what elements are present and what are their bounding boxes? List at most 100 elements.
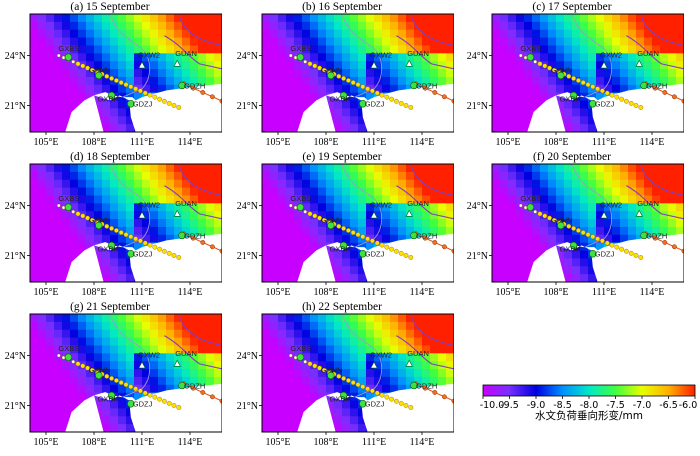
track-point [303,209,308,214]
lat-tick-label: 21°N [237,401,258,412]
track-point [518,203,523,208]
track-point [219,398,222,404]
track-point [638,105,644,110]
track-point [171,103,177,108]
track-point [374,90,380,96]
colorbar-title: 水文负荷垂向形变/mm [535,410,643,422]
station-marker [339,391,348,400]
track-point [585,232,591,238]
map: GXBS GXW2 GUAN GXNN GDZH GXBH GDZJ 105°E 108°E 11… [237,313,454,448]
station-label: GXNN [321,65,343,74]
track-point [118,80,124,85]
station-label: GDZJ [365,250,385,259]
track-point [451,398,454,404]
station-marker [138,361,146,369]
track-point [370,388,375,394]
track-point [619,96,625,102]
station-marker [557,221,565,230]
track-point [307,61,313,67]
station-marker [339,91,348,100]
track-point [662,239,668,245]
track-point [537,61,543,67]
station-label: GXW2 [370,51,392,60]
lon-tick-label: 111°E [130,287,154,298]
station-marker [138,61,146,69]
track-point [652,235,658,241]
track-point [403,103,409,108]
station-label: GUAN [407,199,429,208]
station-marker [296,203,305,211]
track-point [370,238,375,244]
track-point [90,67,95,73]
track-point [432,239,438,245]
track-point [623,248,629,254]
track-point [61,55,66,60]
station-label: GXNN [551,65,573,74]
station-marker [327,221,335,230]
colorbar: -10.0 -9.5 -9.0 -8.5 -8.0 -7.5 -7.0 -6.5 -6.0 水文… [480,383,698,443]
station-marker [405,359,413,367]
lat-tick-label: 24°N [5,51,26,62]
track-point [128,234,134,240]
track-point [652,85,658,91]
lon-tick-label: 114°E [178,287,203,298]
track-point [293,205,298,210]
track-point [600,88,605,94]
lon-tick-label: 105°E [265,287,290,298]
track-point [389,96,395,102]
station-marker [327,71,335,80]
track-point [157,396,163,402]
station-marker [64,353,73,361]
track-point [595,86,601,92]
station-label: GXNN [321,365,343,374]
track-point [104,373,110,379]
map-panel: (e) 19 September GXBS GXW2 GUAN GXNN GDZH GXBH… [232,150,454,300]
station-marker [410,381,418,390]
track-point [288,353,293,358]
track-point [142,90,148,96]
track-point [71,359,76,364]
map: GXBS GXW2 GUAN GXNN GDZH GXBH GDZJ 105°E 108°E 11… [5,163,222,298]
track-point [681,248,684,254]
track-point [219,248,222,254]
track-point [293,355,298,360]
track-point [114,78,119,83]
track-point [662,89,668,95]
station-marker [64,203,73,211]
station-marker [370,61,378,69]
track-point [671,94,677,100]
station-marker [569,241,578,250]
track-point [322,367,327,373]
track-point [142,240,148,246]
track-point [176,255,182,260]
track-point [209,94,215,100]
lon-tick-label: 111°E [592,137,616,148]
station-label: GXBH [330,394,351,403]
track-point [142,390,148,396]
track-point [138,238,143,244]
station-marker [359,400,367,408]
station-label: GXBH [330,244,351,253]
station-marker [405,59,413,67]
track-point [166,250,172,256]
panel-title: (d) 18 September [70,151,150,163]
sea [556,233,684,282]
lat-tick-label: 24°N [237,201,258,212]
track-point [109,376,115,381]
panel-title: (g) 21 September [70,301,150,313]
track-point [441,244,447,250]
track-point [336,73,342,79]
lat-tick-label: 21°N [5,251,26,262]
track-point [537,211,543,217]
station-marker [359,250,367,258]
track-point [341,226,347,231]
track-point [346,378,351,383]
track-point [85,215,90,221]
track-point [681,98,684,104]
station-label: GXW2 [600,51,622,60]
station-label: GDZH [416,81,437,90]
track-point [523,205,528,210]
track-point [317,215,322,221]
station-marker [640,231,648,240]
map-panel: (b) 16 September GXBS GXW2 GUAN GXNN GDZH GXBH… [232,0,454,150]
